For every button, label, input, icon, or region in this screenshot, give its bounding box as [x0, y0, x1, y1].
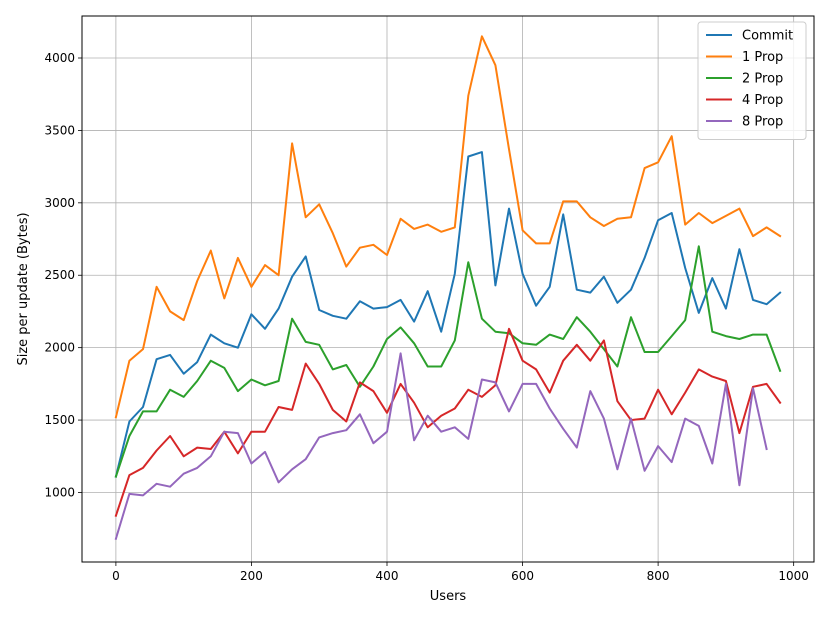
x-tick-label: 400 [376, 569, 399, 583]
legend-box [697, 21, 807, 140]
legend-entry: 1 Prop [742, 50, 783, 65]
series-line-1-prop [114, 35, 782, 419]
series-line-8-prop [114, 352, 768, 541]
y-tick-label: 3000 [44, 196, 75, 210]
legend-entry: Commit [742, 29, 793, 44]
y-tick-label: 1000 [44, 485, 75, 499]
x-axis-label: Users [430, 589, 467, 604]
legend-entry: 4 Prop [742, 93, 783, 108]
x-tick-label: 0 [112, 569, 120, 583]
y-tick-label: 3500 [44, 123, 75, 137]
x-tick-label: 200 [240, 569, 263, 583]
series-layer [114, 35, 782, 541]
x-tick-label: 800 [647, 569, 670, 583]
series-line-commit [114, 151, 782, 478]
y-tick-label: 4000 [44, 51, 75, 65]
y-axis-label: Size per update (Bytes) [16, 212, 31, 365]
series-line-2-prop [114, 245, 782, 478]
y-tick-label: 2500 [44, 268, 75, 282]
x-axis: 0 200 400 600 800 1000 [112, 562, 809, 583]
series-line-4-prop [114, 327, 782, 517]
y-axis: 1000 1500 2000 2500 3000 3500 4000 [44, 51, 82, 499]
y-tick-label: 2000 [44, 341, 75, 355]
legend-entry: 2 Prop [742, 72, 783, 87]
x-tick-label: 1000 [778, 569, 809, 583]
x-tick-label: 600 [511, 569, 534, 583]
legend: Commit 1 Prop 2 Prop 4 Prop 8 Prop [697, 21, 807, 140]
legend-entry: 8 Prop [742, 115, 783, 130]
plot-frame [81, 15, 815, 563]
y-tick-label: 1500 [44, 413, 75, 427]
